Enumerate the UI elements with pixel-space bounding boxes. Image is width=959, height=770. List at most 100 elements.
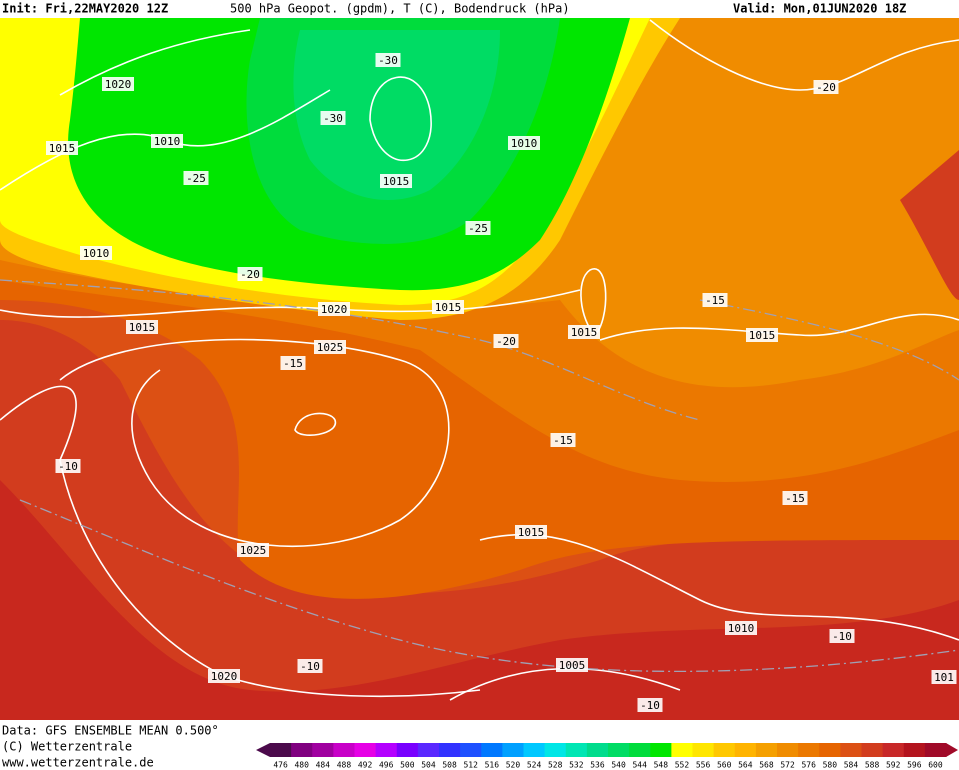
colorbar-label: 492 xyxy=(358,761,373,770)
colorbar-label: 568 xyxy=(759,761,774,770)
colorbar-label: 500 xyxy=(400,761,415,770)
isobar xyxy=(59,29,251,96)
contour-label: 101 xyxy=(934,671,954,684)
isobar xyxy=(479,533,959,641)
header-bg xyxy=(0,0,959,18)
contour-label: 1010 xyxy=(511,137,538,150)
label-box xyxy=(782,491,808,505)
label-box xyxy=(556,658,588,672)
colorbar-label: 532 xyxy=(569,761,584,770)
colorbar-swatch xyxy=(460,743,482,757)
colorbar-label: 476 xyxy=(273,761,288,770)
isobar xyxy=(649,19,959,91)
contour-label: 1015 xyxy=(49,142,76,155)
colorbar-swatch xyxy=(692,743,715,757)
label-box xyxy=(151,134,183,148)
colorbar-label: 588 xyxy=(865,761,880,770)
label-box xyxy=(80,246,112,260)
contour-label: 1015 xyxy=(435,301,462,314)
label-box xyxy=(380,174,412,188)
header-field: 500 hPa Geopot. (gpdm), T (C), Bodendruc… xyxy=(230,2,570,16)
isotherms xyxy=(0,279,959,673)
colorbar-swatch xyxy=(291,743,313,757)
label-box xyxy=(375,53,401,67)
contour-label: 1015 xyxy=(518,526,545,539)
colorbar-label: 536 xyxy=(590,761,605,770)
colorbar-label: 584 xyxy=(844,761,859,770)
contour-label: 1025 xyxy=(240,544,267,557)
colorbar-label: 580 xyxy=(823,761,838,770)
label-box xyxy=(126,320,158,334)
isobar xyxy=(59,338,450,547)
label-box xyxy=(208,669,240,683)
colorbar-label: 484 xyxy=(316,761,331,770)
colorbar-swatch xyxy=(650,743,672,757)
label-box xyxy=(237,267,263,281)
colorbar-swatch xyxy=(608,743,630,757)
contour-label: -20 xyxy=(496,335,516,348)
label-box xyxy=(813,80,839,94)
label-box xyxy=(637,698,663,712)
contour-label: -10 xyxy=(58,460,78,473)
colorbar-label: 600 xyxy=(928,761,943,770)
contour-label: 1015 xyxy=(129,321,156,334)
contour-label: 1010 xyxy=(728,622,755,635)
colorbar-label: 512 xyxy=(463,761,478,770)
label-box xyxy=(432,300,464,314)
colorbar: 476 480 484 488 492 496 500 504 508 512 516 520 524 5… xyxy=(256,743,958,770)
label-box xyxy=(550,433,576,447)
colorbar-label: 480 xyxy=(294,761,309,770)
contour-label: -20 xyxy=(816,81,836,94)
isotherm xyxy=(699,299,959,381)
colorbar-swatch xyxy=(840,743,862,757)
colorbar-label: 488 xyxy=(337,761,352,770)
label-box xyxy=(55,459,81,473)
footer-data: Data: GFS ENSEMBLE MEAN 0.500° xyxy=(2,724,219,738)
contour-label: -20 xyxy=(240,268,260,281)
colorbar-swatch xyxy=(439,743,461,757)
label-box xyxy=(297,659,323,673)
colorbar-arrow xyxy=(946,743,958,757)
label-box xyxy=(508,136,540,150)
colorbar-label: 548 xyxy=(654,761,669,770)
colorbar-label: 596 xyxy=(907,761,922,770)
isobar xyxy=(369,76,432,161)
label-box xyxy=(725,621,757,635)
colorbar-label: 508 xyxy=(442,761,457,770)
contour-label: 1020 xyxy=(211,670,238,683)
colorbar-swatch xyxy=(882,743,905,757)
colorbar-label: 504 xyxy=(421,761,436,770)
contour-label: -10 xyxy=(640,699,660,712)
isobar xyxy=(294,412,336,436)
label-box xyxy=(493,334,519,348)
contour-label: -10 xyxy=(832,630,852,643)
contour-label: 1015 xyxy=(383,175,410,188)
label-box xyxy=(746,328,778,342)
colorbar-label: 576 xyxy=(801,761,816,770)
label-box xyxy=(237,543,269,557)
contour-label: 1025 xyxy=(317,341,344,354)
label-box xyxy=(102,77,134,91)
colorbar-swatch xyxy=(565,743,588,757)
label-box xyxy=(829,629,855,643)
colorbar-label: 516 xyxy=(485,761,500,770)
colorbar-label: 496 xyxy=(379,761,394,770)
colorbar-swatch xyxy=(798,743,820,757)
colorbar-label: 520 xyxy=(506,761,521,770)
colorbar-swatch xyxy=(861,743,884,757)
contour-label: 1005 xyxy=(559,659,586,672)
contour-label: 1010 xyxy=(83,247,110,260)
colorbar-label: 592 xyxy=(886,761,901,770)
colorbar-swatch xyxy=(270,743,292,757)
colorbar-swatch xyxy=(755,743,778,757)
contour-label: 1015 xyxy=(749,329,776,342)
contour-label: 1010 xyxy=(154,135,181,148)
colorbar-swatch xyxy=(312,743,334,757)
colorbar-swatch xyxy=(671,743,693,757)
colorbar-label: 556 xyxy=(696,761,711,770)
isotherm xyxy=(19,499,959,673)
contour-label: -30 xyxy=(378,54,398,67)
colorbar-swatch xyxy=(396,743,419,757)
label-box xyxy=(46,141,78,155)
colorbar-label: 524 xyxy=(527,761,542,770)
